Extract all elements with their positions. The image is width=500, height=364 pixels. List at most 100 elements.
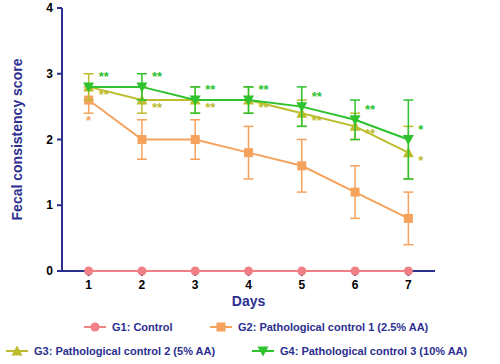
significance-label: ** [259, 82, 270, 97]
error-cap [350, 218, 360, 220]
error-cap [137, 158, 147, 160]
significance-label: ** [312, 89, 323, 104]
y-tick [57, 7, 62, 9]
error-cap [244, 126, 254, 128]
error-cap [190, 119, 200, 121]
error-bar [244, 126, 254, 179]
y-tick [57, 270, 62, 272]
point [404, 267, 413, 276]
point [244, 148, 253, 157]
annotations: *************************** [86, 69, 424, 168]
point [350, 115, 361, 125]
error-cap [297, 126, 307, 128]
legend-marker [12, 346, 23, 356]
y-axis-label: Fecal consistency score [9, 58, 25, 220]
significance-label: ** [365, 126, 376, 141]
error-cap [403, 178, 413, 180]
error-cap [244, 112, 254, 114]
error-bar [190, 120, 200, 159]
series [84, 87, 414, 245]
legend-item: G4: Pathological control 3 (10% AA) [252, 345, 468, 357]
point [243, 96, 254, 106]
x-tick-label: 1 [85, 278, 92, 292]
point [83, 82, 94, 92]
point [136, 82, 147, 92]
legend-label: G3: Pathological control 2 (5% AA) [34, 345, 215, 357]
significance-label: ** [205, 82, 216, 97]
significance-label: ** [152, 69, 163, 84]
x-axis-label: Days [232, 293, 266, 309]
legend-item: G2: Pathological control 1 (2.5% AA) [210, 321, 429, 333]
error-bar [403, 192, 413, 245]
series [84, 267, 413, 276]
error-cap [350, 165, 360, 167]
error-cap [350, 139, 360, 141]
error-cap [403, 191, 413, 193]
series [83, 74, 414, 179]
significance-label: * [86, 113, 92, 128]
legend-label: G1: Control [112, 321, 173, 333]
y-tick-label: 3 [46, 67, 53, 81]
point [137, 135, 146, 144]
chart: 012341234567DaysFecal consistency score*… [0, 0, 500, 364]
error-cap [297, 126, 307, 128]
y-tick [57, 139, 62, 141]
y-tick-label: 4 [46, 1, 53, 15]
point [137, 267, 146, 276]
significance-label: ** [99, 87, 110, 102]
error-cap [297, 191, 307, 193]
series-line [89, 87, 409, 153]
error-cap [403, 178, 413, 180]
legend-marker [91, 323, 100, 332]
y-tick [57, 204, 62, 206]
x-tick-label: 5 [298, 278, 305, 292]
series-line [89, 87, 409, 140]
x-tick-label: 6 [352, 278, 359, 292]
point [84, 267, 93, 276]
error-cap [350, 139, 360, 141]
error-cap [137, 112, 147, 114]
error-cap [190, 112, 200, 114]
y-tick-label: 1 [46, 198, 53, 212]
x-tick-label: 4 [245, 278, 252, 292]
legend-marker [258, 347, 269, 357]
error-cap [244, 86, 254, 88]
point [403, 135, 414, 145]
legend-item: G1: Control [84, 321, 173, 333]
x-tick-label: 2 [139, 278, 146, 292]
error-cap [190, 112, 200, 114]
plot-area [83, 74, 414, 276]
y-tick [57, 73, 62, 75]
significance-label: * [418, 153, 424, 168]
error-cap [137, 73, 147, 75]
error-bar [297, 140, 307, 193]
point [296, 102, 307, 112]
legend-label: G4: Pathological control 3 (10% AA) [280, 345, 468, 357]
legend-label: G2: Pathological control 1 (2.5% AA) [238, 321, 429, 333]
point [190, 96, 201, 106]
error-bar [137, 120, 147, 159]
error-cap [137, 119, 147, 121]
series-line [89, 100, 409, 218]
error-cap [244, 112, 254, 114]
y-tick-label: 0 [46, 264, 53, 278]
error-cap [244, 178, 254, 180]
significance-label: ** [312, 113, 323, 128]
point [191, 135, 200, 144]
significance-label: ** [205, 100, 216, 115]
point [351, 188, 360, 197]
y-tick-label: 2 [46, 133, 53, 147]
significance-label: ** [259, 100, 270, 115]
significance-label: ** [365, 102, 376, 117]
legend-marker [217, 323, 226, 332]
error-cap [297, 86, 307, 88]
significance-label: ** [152, 100, 163, 115]
significance-label: ** [99, 69, 110, 84]
error-cap [403, 244, 413, 246]
error-cap [190, 86, 200, 88]
point [297, 267, 306, 276]
significance-label: * [418, 122, 424, 137]
error-cap [350, 99, 360, 101]
error-bar [403, 100, 413, 179]
legend: G1: Control G2: Pathological control 1 (2… [6, 321, 468, 357]
